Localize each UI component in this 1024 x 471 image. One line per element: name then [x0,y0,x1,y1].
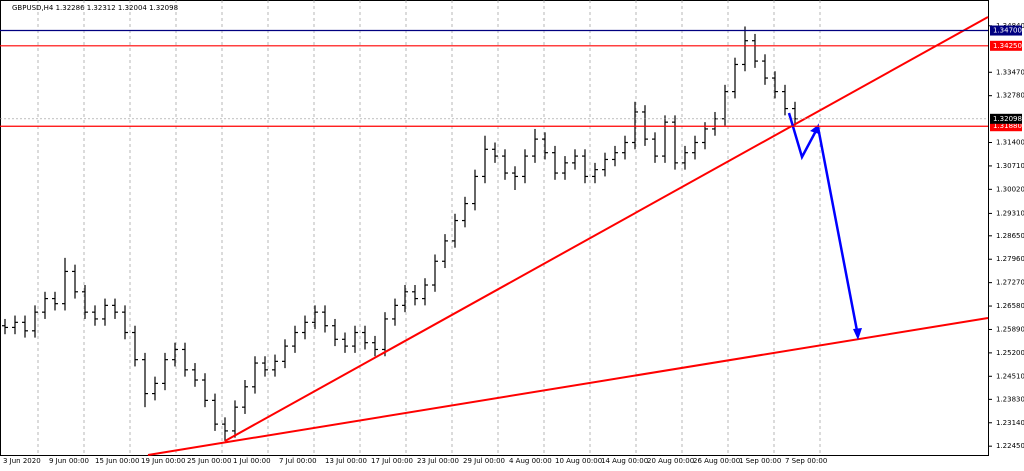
x-tick-label: 26 Aug 00:00 [693,457,740,465]
x-tick-label: 23 Jul 00:00 [417,457,459,465]
price-label-box [990,40,1022,51]
x-tick-label: 20 Aug 00:00 [647,457,694,465]
y-tick-label: 1.22450 [996,442,1024,450]
x-tick-label: 4 Aug 00:00 [509,457,552,465]
y-tick-label: 1.30020 [996,185,1024,193]
x-tick-label: 19 Jun 00:00 [141,457,185,465]
price-label-box [990,25,1022,36]
price-label: 1.34700 [993,27,1022,35]
price-label-box [990,121,1022,132]
plot [2,0,821,455]
price-label: 1.32098 [993,115,1022,123]
chart-title: GBPUSD,H4 1.32286 1.32312 1.32004 1.3209… [12,4,178,12]
x-tick-label: 9 Jun 00:00 [49,457,89,465]
projection-path [787,112,860,337]
x-tick-label: 10 Aug 00:00 [555,457,602,465]
x-tick-label: 7 Sep 00:00 [785,457,827,465]
y-tick-label: 1.28650 [996,232,1024,240]
x-tick-label: 14 Aug 00:00 [601,457,648,465]
y-tick-label: 1.24510 [996,372,1024,380]
x-tick-label: 3 Jun 2020 [3,457,41,465]
y-tick-label: 1.30710 [996,162,1024,170]
x-tick-label: 25 Jun 00:00 [187,457,231,465]
y-tick-label: 1.27270 [996,279,1024,287]
trend-line [224,16,989,442]
x-tick-label: 1 Jul 00:00 [233,457,271,465]
x-tick-label: 17 Jul 00:00 [371,457,413,465]
y-tick-label: 1.31400 [996,139,1024,147]
arrow-head [810,125,819,134]
x-tick-label: 13 Jul 00:00 [325,457,367,465]
x-tick-label: 29 Jul 00:00 [463,457,505,465]
y-tick-label: 1.32780 [996,92,1024,100]
y-tick-label: 1.25890 [996,325,1024,333]
y-tick-label: 1.25200 [996,349,1024,357]
y-tick-label: 1.26580 [996,302,1024,310]
arrow-head [853,328,862,340]
y-tick-label: 1.27960 [996,255,1024,263]
plot-border [0,0,989,456]
y-tick-label: 1.23140 [996,419,1024,427]
x-tick-label: 7 Jul 00:00 [279,457,317,465]
x-tick-label: 15 Jun 00:00 [95,457,139,465]
y-tick-label: 1.29310 [996,209,1024,217]
drawings [147,16,989,456]
price-label-box [990,113,1022,124]
y-tick-label: 1.33470 [996,68,1024,76]
trend-line [147,317,989,456]
price-label: 1.31880 [993,122,1022,130]
y-tick-label: 1.23830 [996,395,1024,403]
price-label: 1.34250 [993,42,1022,50]
x-tick-label: 1 Sep 00:00 [739,457,781,465]
